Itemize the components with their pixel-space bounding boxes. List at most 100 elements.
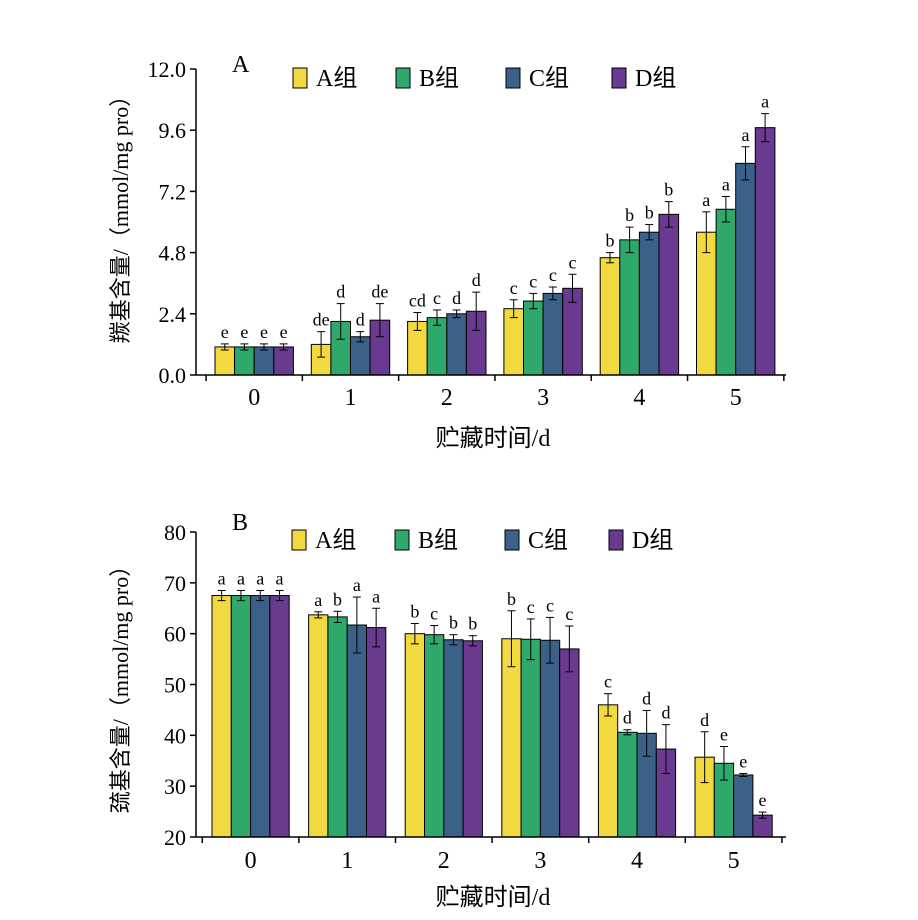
bar-b-group-a-day-4 (597, 704, 619, 838)
bar-a-group-c-day-1 (350, 336, 371, 376)
legend-a-swatch-group-c (505, 67, 521, 89)
significance-letter-b-group-b-day-0: a (237, 568, 245, 588)
significance-letter-a-group-b-day-1: d (336, 282, 345, 302)
bar-b-group-c-day-3 (539, 639, 561, 838)
significance-letter-a-group-b-day-5: a (722, 175, 730, 195)
significance-letter-b-group-b-day-3: c (527, 597, 535, 617)
x-tick-label-a-1: 1 (345, 385, 357, 411)
significance-letter-b-group-b-day-5: e (720, 725, 728, 745)
significance-letter-a-group-c-day-0: e (260, 322, 268, 342)
legend-a-label-group-c: C组 (529, 65, 569, 92)
y-tick-label-b-5: 70 (164, 571, 186, 596)
bar-a-group-c-day-3 (542, 292, 564, 376)
significance-letter-a-group-a-day-1: de (313, 310, 330, 330)
error-bar-a-group-a-day-5 (702, 211, 711, 254)
error-bar-a-group-c-day-5 (741, 146, 750, 181)
significance-letter-b-group-b-day-2: c (430, 604, 438, 624)
chart-panel-b: B 巯基含量/（mmol/mg pro） 贮藏时间/d A组 B组 C组 D组 … (108, 510, 786, 911)
error-bar-b-group-b-day-2 (430, 625, 439, 645)
significance-letter-a-group-d-day-2: d (472, 270, 481, 290)
x-tick-label-a-4: 4 (633, 385, 645, 411)
significance-letter-b-group-d-day-4: d (661, 703, 670, 723)
panel-a-legend: A组 B组 C组 D组 (292, 65, 676, 92)
error-bar-a-group-d-day-0 (279, 343, 288, 351)
error-bar-a-group-b-day-3 (529, 292, 538, 310)
bar-b-group-b-day-4 (617, 731, 638, 838)
error-bar-b-group-d-day-5 (758, 811, 767, 819)
significance-letter-a-group-a-day-2: cd (409, 291, 426, 311)
significance-letter-b-group-a-day-2: b (410, 602, 419, 622)
x-tick-label-b-5: 5 (728, 848, 740, 874)
y-tick-label-a-0: 0.0 (159, 363, 187, 388)
significance-letter-b-group-c-day-1: a (353, 575, 361, 595)
error-bar-a-group-c-day-2 (452, 309, 461, 319)
error-bar-a-group-c-day-4 (645, 224, 654, 241)
legend-b-swatch-group-b (394, 529, 410, 551)
significance-letter-a-group-b-day-4: b (625, 205, 634, 225)
bar-a-group-c-day-2 (446, 313, 467, 376)
error-bar-a-group-d-day-3 (568, 273, 577, 303)
error-bar-a-group-c-day-3 (548, 286, 557, 301)
error-bar-b-group-b-day-0 (236, 589, 245, 602)
y-tick-label-b-1: 30 (164, 774, 186, 799)
significance-letter-a-group-d-day-0: e (280, 322, 288, 342)
significance-letter-a-group-c-day-1: d (356, 310, 365, 330)
error-bar-b-group-d-day-3 (565, 625, 574, 673)
significance-letter-b-group-d-day-0: a (276, 568, 284, 588)
error-bar-a-group-a-day-3 (509, 299, 518, 319)
legend-b-label-group-a: A组 (315, 527, 356, 554)
panel-b-y-axis-title: 巯基含量/（mmol/mg pro） (108, 555, 133, 814)
bar-b-group-a-day-0 (211, 595, 232, 838)
significance-letter-a-group-a-day-5: a (702, 190, 710, 210)
bar-a-group-b-day-0 (234, 346, 255, 376)
x-tick-label-b-3: 3 (534, 848, 546, 874)
significance-letter-a-group-a-day-3: c (510, 278, 518, 298)
error-bar-b-group-a-day-0 (217, 589, 226, 602)
error-bar-b-group-a-day-4 (604, 693, 613, 717)
bar-a-group-a-day-3 (503, 308, 524, 376)
error-bar-b-group-c-day-3 (546, 616, 555, 664)
significance-letter-b-group-c-day-0: a (256, 568, 264, 588)
panel-a-label: A (232, 52, 250, 78)
error-bar-a-group-c-day-0 (260, 343, 268, 351)
error-bar-b-group-c-day-2 (449, 634, 458, 646)
legend-b-label-group-d: D组 (632, 527, 673, 554)
bar-b-group-c-day-2 (443, 639, 464, 838)
error-bar-b-group-c-day-0 (256, 589, 265, 602)
error-bar-a-group-a-day-2 (413, 312, 422, 331)
legend-b-swatch-group-c (504, 529, 520, 551)
y-tick-label-b-6: 80 (164, 520, 186, 545)
significance-letter-a-group-b-day-2: c (433, 288, 441, 308)
error-bar-a-group-a-day-1 (317, 331, 326, 358)
bar-b-group-b-day-1 (327, 616, 348, 838)
significance-letter-a-group-c-day-3: c (549, 265, 557, 285)
error-bar-a-group-b-day-1 (336, 303, 345, 340)
bar-b-group-c-day-0 (250, 595, 271, 838)
bar-a-group-a-day-5 (696, 231, 717, 376)
bar-a-group-c-day-4 (638, 231, 660, 376)
y-tick-label-b-0: 20 (164, 825, 186, 850)
error-bar-a-group-b-day-4 (625, 226, 634, 254)
error-bar-b-group-c-day-5 (739, 772, 748, 778)
significance-letter-a-group-a-day-0: e (221, 322, 229, 342)
panel-b-x-axis-title: 贮藏时间/d (436, 884, 551, 911)
significance-letter-b-group-d-day-3: c (565, 604, 573, 624)
significance-letter-b-group-a-day-4: c (604, 672, 612, 692)
y-tick-label-b-2: 40 (164, 723, 186, 748)
x-tick-label-a-2: 2 (441, 385, 453, 411)
bar-b-group-a-day-3 (501, 638, 522, 838)
legend-b-swatch-group-a (291, 529, 307, 551)
significance-letter-b-group-c-day-3: c (546, 595, 554, 615)
legend-a-label-group-d: D组 (635, 65, 676, 92)
significance-letter-b-group-b-day-1: b (333, 589, 342, 609)
significance-letter-b-group-c-day-2: b (449, 613, 458, 633)
bar-a-group-d-day-4 (658, 213, 680, 376)
y-tick-label-a-1: 2.4 (159, 302, 187, 327)
y-tick-label-a-2: 4.8 (159, 241, 187, 266)
error-bar-b-group-d-day-4 (661, 724, 670, 774)
error-bar-b-group-c-day-1 (352, 596, 361, 654)
panel-b-label: B (232, 510, 248, 536)
error-bar-b-group-a-day-1 (314, 611, 323, 619)
x-tick-label-a-0: 0 (248, 385, 260, 411)
